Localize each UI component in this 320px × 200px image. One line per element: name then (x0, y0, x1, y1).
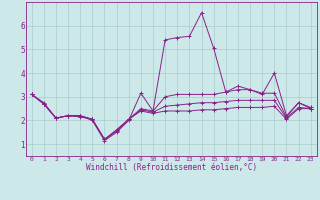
X-axis label: Windchill (Refroidissement éolien,°C): Windchill (Refroidissement éolien,°C) (86, 163, 257, 172)
